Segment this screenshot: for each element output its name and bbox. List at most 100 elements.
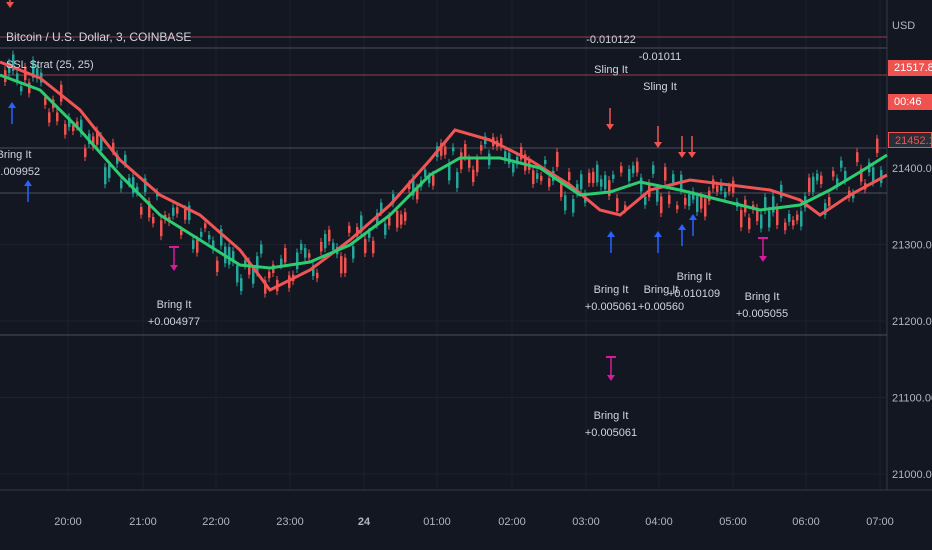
candle-body <box>16 73 19 82</box>
arrow-head <box>678 152 686 158</box>
candle-body <box>676 205 679 210</box>
signal-value: +0.009952 <box>0 166 40 178</box>
candle-body <box>600 179 603 187</box>
candle-body <box>396 210 399 228</box>
candle-body <box>840 160 843 168</box>
candle-body <box>612 174 615 179</box>
candle-body <box>284 248 287 263</box>
candle-body <box>92 136 95 147</box>
sell-arrow <box>6 0 14 8</box>
candle-body <box>548 178 551 187</box>
candle-body <box>304 248 307 258</box>
candle-body <box>664 167 667 181</box>
buy-arrow <box>689 214 697 236</box>
candle-body <box>588 172 591 183</box>
sell-arrow <box>678 136 686 158</box>
y-tick-label: 21200.00 <box>892 316 932 328</box>
candle-body <box>440 143 443 156</box>
exit-marker <box>606 356 616 381</box>
candle-body <box>376 213 379 225</box>
candle-body <box>592 171 595 184</box>
x-tick-label: 04:00 <box>645 516 673 528</box>
candle-body <box>196 239 199 253</box>
candle-body <box>568 171 571 181</box>
candle-body <box>28 82 31 94</box>
candle-body <box>244 260 247 266</box>
candle-body <box>80 119 83 134</box>
time-axis[interactable]: 20:00 21:00 22:00 23:00 24 01:00 02:00 03:00 04:… <box>0 489 932 528</box>
candle-body <box>428 176 431 184</box>
candle-body <box>720 182 723 191</box>
candle-body <box>96 130 99 145</box>
candle-body <box>780 184 783 198</box>
indicator-legend[interactable]: SSL Strat (25, 25) <box>6 59 94 71</box>
candle-body <box>460 152 463 170</box>
candle-body <box>704 198 707 217</box>
candle-body <box>624 205 627 210</box>
signal-label: Bring It <box>677 271 712 283</box>
candle-body <box>360 215 363 233</box>
signal-label: Bring It <box>0 149 31 161</box>
exit-marker <box>758 237 768 262</box>
symbol-title[interactable]: Bitcoin / U.S. Dollar, 3, COINBASE <box>6 30 192 44</box>
candle-body <box>772 196 775 213</box>
horizontal-levels <box>0 36 887 336</box>
candle-body <box>636 161 639 173</box>
arrow-head <box>6 2 14 8</box>
candle-body <box>324 234 327 249</box>
candle-body <box>204 223 207 229</box>
candle-body <box>84 148 87 157</box>
y-tick-label: 21100.00 <box>892 393 932 405</box>
countdown-label: 00:46 <box>888 94 932 110</box>
candle-body <box>684 197 687 205</box>
x-tick-label: 01:00 <box>423 516 451 528</box>
candle-body <box>184 209 187 220</box>
price-axis[interactable]: 21400.00 21300.00 21200.00 21100.00 21000.00 <box>892 163 932 481</box>
candle-body <box>480 144 483 151</box>
candle-body <box>200 231 203 237</box>
candle-body <box>504 151 507 160</box>
candle-body <box>484 136 487 145</box>
candle-body <box>508 152 511 165</box>
candle-body <box>408 184 411 190</box>
candle-body <box>212 240 215 250</box>
candle-body <box>452 147 455 152</box>
candle-body <box>100 135 103 151</box>
candle-body <box>112 142 115 152</box>
candle-body <box>544 160 547 165</box>
candle-body <box>140 206 143 215</box>
candle-body <box>668 195 671 204</box>
candle-body <box>652 165 655 174</box>
candle-body <box>172 207 175 216</box>
candle-body <box>724 191 727 198</box>
candle-body <box>776 207 779 226</box>
candle-body <box>308 253 311 258</box>
candle-body <box>76 121 79 127</box>
ssl-down-line <box>0 60 888 292</box>
candle-body <box>220 229 223 246</box>
candle-body <box>632 165 635 174</box>
candle-body <box>656 189 659 202</box>
candle-body <box>148 201 151 218</box>
ssl-up-line <box>0 73 888 270</box>
x-tick-label: 02:00 <box>498 516 526 528</box>
candle-body <box>580 174 583 190</box>
candle-body <box>104 167 107 185</box>
candle-body <box>728 186 731 192</box>
candle-body <box>392 194 395 204</box>
signal-label: Bring It <box>745 291 780 303</box>
exit-arrow <box>759 256 767 262</box>
candle-body <box>72 125 75 132</box>
candle-body <box>352 246 355 259</box>
signal-label: Bring It <box>594 410 629 422</box>
candle-body <box>852 193 855 199</box>
arrow-head <box>606 124 614 130</box>
candle-body <box>432 174 435 186</box>
signal-label: Sling It <box>594 64 628 76</box>
candle-body <box>44 96 47 105</box>
candle-body <box>836 178 839 187</box>
arrow-head <box>8 102 16 108</box>
candle-body <box>236 265 239 283</box>
ssl-channel-lines <box>0 60 888 292</box>
